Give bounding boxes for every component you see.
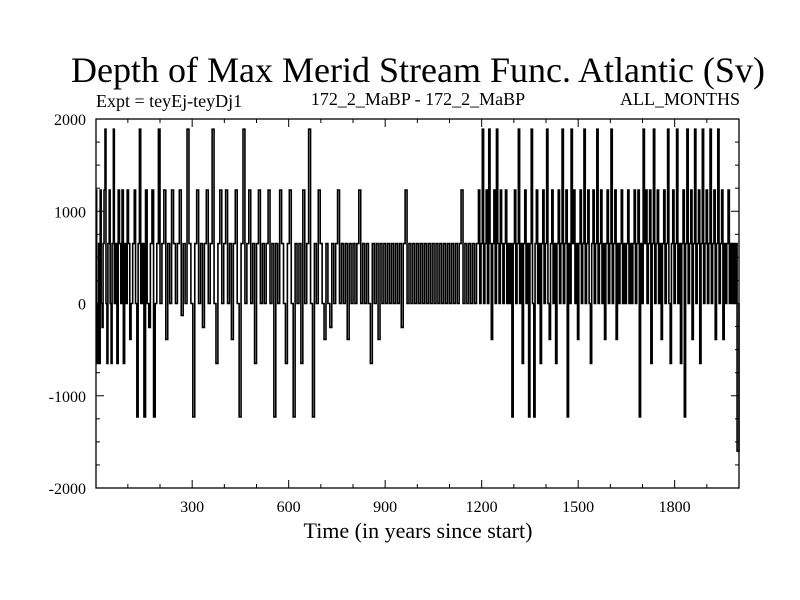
- y-tick-label: 1000: [54, 204, 86, 221]
- x-tick-label: 1500: [562, 499, 594, 516]
- chart-title: Depth of Max Merid Stream Func. Atlantic…: [71, 50, 765, 90]
- subtitle-period: ALL_MONTHS: [620, 89, 740, 109]
- x-tick-label: 900: [373, 499, 397, 516]
- y-axis: -2000 -1000 0 1000 2000: [49, 112, 739, 498]
- subtitle-experiment: Expt = teyEj-teyDj1: [96, 91, 242, 111]
- series-line-difference: [95, 128, 740, 452]
- x-tick-label: 1800: [659, 499, 691, 516]
- y-tick-label: -2000: [49, 481, 86, 498]
- data-series-group: [95, 128, 740, 452]
- x-tick-label: 1200: [466, 499, 498, 516]
- x-tick-label: 300: [180, 499, 204, 516]
- x-axis: 300 600 900 1200 1500 1800: [127, 119, 708, 516]
- subtitle-comparison: 172_2_MaBP - 172_2_MaBP: [311, 89, 525, 109]
- y-tick-label: -1000: [49, 389, 86, 406]
- plot-frame: [95, 118, 740, 489]
- x-axis-label: Time (in years since start): [304, 518, 533, 543]
- y-tick-label: 2000: [54, 112, 86, 129]
- y-tick-label: 0: [78, 297, 86, 314]
- x-tick-label: 600: [277, 499, 301, 516]
